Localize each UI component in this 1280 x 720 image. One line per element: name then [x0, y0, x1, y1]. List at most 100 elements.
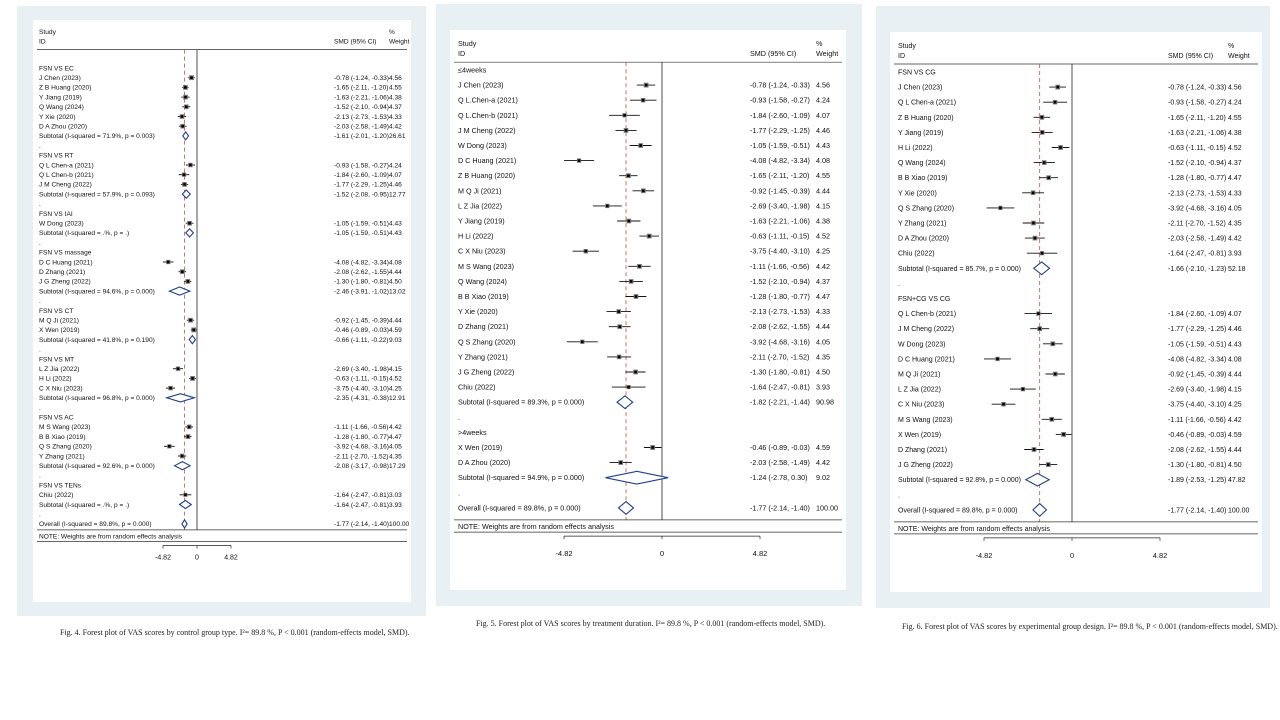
effect-ci-value: -1.77 (-2.29, -1.25): [750, 126, 810, 135]
x-tick-label: -4.82: [976, 551, 993, 560]
weight-value: 4.07: [816, 111, 830, 120]
x-tick-label: 4.82: [753, 549, 768, 558]
study-label: M Q Ji (2021): [898, 371, 940, 378]
effect-ci-value: -1.65 (-2.11, -1.20): [334, 85, 389, 92]
figure-4-caption: Fig. 4. Forest plot of VAS scores by con…: [60, 628, 410, 637]
study-label: D Zhang (2021): [898, 447, 947, 454]
weight-value: 13.02: [389, 288, 406, 295]
study-label: D A Zhou (2020): [39, 124, 87, 131]
study-label: Q L Chen-a (2021): [898, 100, 956, 107]
effect-ci-value: -1.05 (-1.59, -0.51): [334, 221, 389, 228]
figure-4-plot: Study ID SMD (95% CI)% Weight FSN VS EC J Che…: [33, 20, 411, 602]
subtotal-label: Subtotal (I-squared = 92.8%, p = 0.000): [898, 477, 1021, 484]
effect-ci-value: -2.08 (-3.17, -0.98): [334, 463, 389, 470]
study-label: J Chen (2023): [898, 85, 942, 92]
point-estimate: [184, 105, 188, 109]
figure-5-panel: Study ID SMD (95% CI)% Weight ≤4weeks J Chen …: [436, 4, 862, 606]
subtotal-diamond: [1032, 261, 1051, 276]
subtotal-diamond: [181, 189, 192, 199]
x-tick-label: 0: [660, 549, 664, 558]
effect-ci-value: -1.77 (-2.29, -1.25): [334, 182, 389, 189]
overall-diamond: [181, 518, 188, 529]
weight-value: 100.00: [1228, 507, 1250, 514]
weight-value: 4.43: [816, 141, 830, 150]
group-label: FSN VS massage: [39, 250, 92, 257]
effect-ci-value: -1.82 (-2.21, -1.44): [750, 398, 810, 407]
header-weight: Weight: [389, 39, 410, 46]
point-estimate: [638, 265, 641, 268]
point-estimate: [627, 385, 630, 389]
subtotal-diamond: [164, 393, 197, 403]
study-label: Chiu (2022): [458, 383, 496, 392]
point-estimate: [1037, 312, 1040, 315]
subtotal-diamond: [185, 228, 195, 238]
effect-ci-value: -1.05 (-1.59, -0.51): [334, 230, 389, 237]
weight-value: 4.42: [389, 124, 402, 131]
point-estimate: [617, 355, 621, 359]
study-label: Q S Zhang (2020): [39, 444, 92, 451]
effect-ci-value: -3.92 (-4.68, -3.16): [1168, 205, 1226, 212]
point-estimate: [639, 144, 642, 147]
effect-ci-value: -1.65 (-2.11, -1.20): [1168, 115, 1226, 122]
group-label: >4weeks: [458, 428, 487, 437]
effect-ci-value: -0.92 (-1.45, -0.39): [750, 186, 810, 195]
study-label: Q S Zhang (2020): [458, 337, 516, 346]
effect-ci-value: -1.63 (-2.21, -1.06): [334, 94, 389, 101]
study-label: Y Xie (2020): [898, 190, 937, 197]
weight-value: 3.93: [389, 502, 402, 509]
header-smd: SMD (95% CI): [750, 49, 796, 58]
weight-value: 4.52: [816, 232, 830, 241]
dot-label: .: [898, 281, 900, 288]
point-estimate: [644, 83, 648, 87]
study-label: B B Xiao (2019): [39, 434, 86, 441]
point-estimate: [180, 115, 184, 118]
effect-ci-value: -1.30 (-1.80, -0.81): [750, 368, 810, 377]
effect-ci-value: -4.08 (-4.82, -3.34): [334, 259, 389, 266]
weight-value: 90.98: [816, 398, 834, 407]
group-label: FSN VS TENs: [39, 482, 82, 489]
study-label: Chiu (2022): [39, 492, 73, 499]
weight-value: 3.93: [1228, 251, 1242, 258]
point-estimate: [181, 270, 184, 273]
overall-label: Overall (I-squared = 89.8%, p = 0.000): [898, 507, 1017, 514]
study-label: L Z Jia (2022): [458, 201, 502, 210]
weight-value: 4.44: [816, 322, 830, 331]
study-label: Y Jiang (2019): [898, 130, 943, 137]
weight-value: 4.47: [816, 292, 830, 301]
weight-value: 9.03: [389, 337, 402, 344]
weight-value: 4.59: [389, 327, 402, 334]
weight-value: 4.37: [816, 277, 830, 286]
x-tick-label: 0: [195, 555, 199, 562]
weight-value: 4.59: [816, 443, 830, 452]
point-estimate: [1040, 131, 1044, 134]
weight-value: 4.15: [1228, 387, 1242, 394]
point-estimate: [1046, 463, 1050, 466]
weight-value: 17.29: [389, 463, 406, 470]
weights-note: NOTE: Weights are from random effects an…: [458, 522, 614, 531]
weight-value: 12.77: [389, 191, 406, 198]
effect-ci-value: -1.84 (-2.60, -1.09): [1168, 311, 1226, 318]
point-estimate: [606, 204, 609, 208]
subtotal-diamond: [173, 461, 192, 471]
point-estimate: [1031, 191, 1035, 195]
effect-ci-value: -2.11 (-2.70, -1.52): [334, 453, 389, 460]
subtotal-label: Subtotal (I-squared = 92.6%, p = 0.000): [39, 463, 155, 470]
study-label: M S Wang (2023): [458, 262, 514, 271]
dot-label: .: [39, 240, 41, 247]
weight-value: 4.43: [1228, 341, 1242, 348]
subtotal-label: Subtotal (I-squared = 89.3%, p = 0.000): [458, 398, 584, 407]
weight-value: 9.02: [816, 473, 830, 482]
subtotal-label: Subtotal (I-squared = 96.8%, p = 0.000): [39, 395, 155, 402]
x-tick-label: 0: [1070, 551, 1074, 560]
weight-value: 4.25: [1228, 402, 1242, 409]
effect-ci-value: -1.84 (-2.60, -1.09): [334, 172, 389, 179]
point-estimate: [183, 183, 186, 186]
weight-value: 52.18: [1228, 266, 1246, 273]
weight-value: 4.05: [389, 444, 402, 451]
effect-ci-value: -1.66 (-2.10, -1.23): [1168, 266, 1226, 273]
group-label: FSN VS CG: [898, 69, 936, 76]
point-estimate: [580, 340, 584, 344]
effect-ci-value: -2.69 (-3.40, -1.98): [334, 366, 389, 373]
effect-ci-value: -1.11 (-1.66, -0.56): [1168, 417, 1226, 424]
study-label: Q L Chen-b (2021): [39, 172, 94, 179]
